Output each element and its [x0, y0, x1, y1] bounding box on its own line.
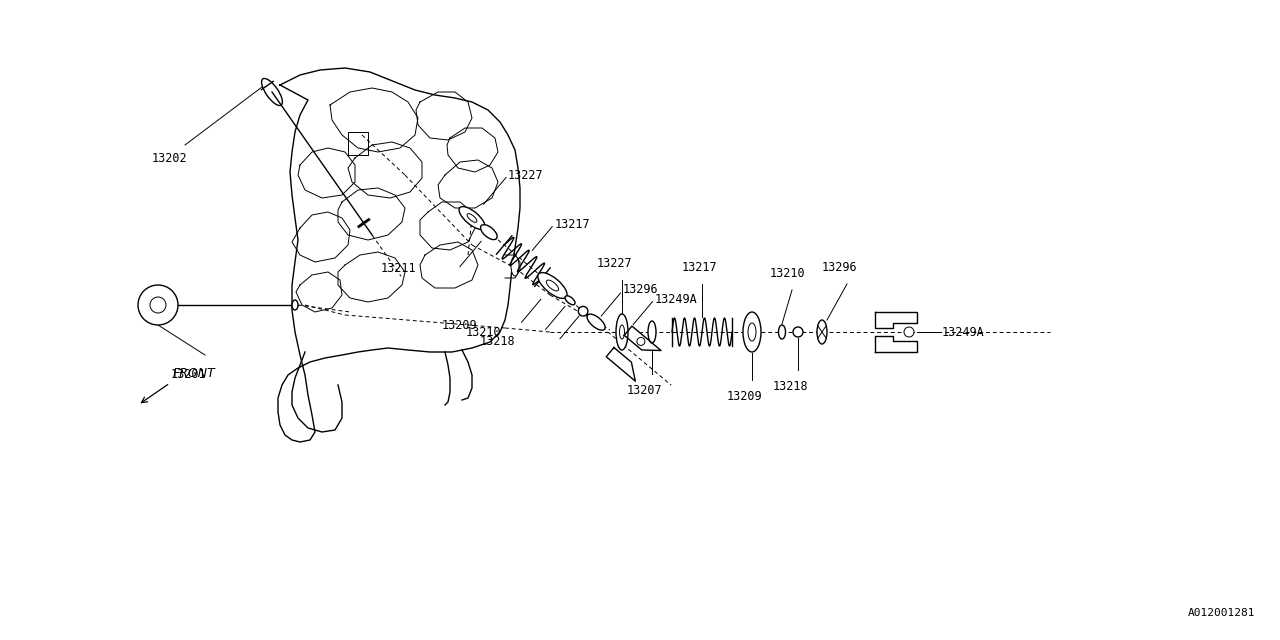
Circle shape — [794, 327, 803, 337]
Polygon shape — [420, 202, 475, 250]
Text: FRONT: FRONT — [173, 367, 216, 380]
Polygon shape — [338, 252, 404, 302]
Polygon shape — [330, 88, 419, 152]
Text: 13218: 13218 — [480, 335, 516, 348]
Polygon shape — [607, 348, 635, 381]
Ellipse shape — [480, 225, 497, 239]
Text: 13210: 13210 — [466, 326, 500, 339]
Text: 13227: 13227 — [508, 168, 544, 182]
Ellipse shape — [538, 273, 567, 298]
Ellipse shape — [620, 325, 625, 339]
Ellipse shape — [547, 280, 558, 291]
Polygon shape — [338, 188, 404, 240]
Text: 13249A: 13249A — [942, 326, 984, 339]
Polygon shape — [447, 128, 498, 172]
Text: 13296: 13296 — [822, 261, 858, 274]
Circle shape — [138, 285, 178, 325]
Ellipse shape — [261, 79, 283, 106]
Polygon shape — [296, 272, 342, 312]
Text: 13211: 13211 — [380, 262, 416, 275]
Circle shape — [904, 327, 914, 337]
Text: 13202: 13202 — [152, 152, 188, 164]
Ellipse shape — [742, 312, 762, 352]
Polygon shape — [876, 336, 916, 352]
Polygon shape — [420, 242, 477, 288]
Ellipse shape — [748, 323, 756, 341]
Ellipse shape — [511, 256, 518, 276]
Text: 13227: 13227 — [596, 257, 632, 270]
Ellipse shape — [588, 314, 605, 330]
Text: 13207: 13207 — [627, 384, 663, 397]
Polygon shape — [348, 142, 422, 198]
Text: 13217: 13217 — [682, 261, 718, 274]
Ellipse shape — [292, 300, 298, 310]
Text: 13296: 13296 — [623, 284, 659, 296]
Ellipse shape — [460, 207, 485, 229]
Polygon shape — [876, 312, 916, 328]
Text: 13218: 13218 — [773, 380, 809, 393]
Circle shape — [637, 337, 645, 346]
Ellipse shape — [817, 320, 827, 344]
Circle shape — [579, 307, 588, 316]
Ellipse shape — [778, 325, 786, 339]
Text: A012001281: A012001281 — [1188, 608, 1254, 618]
Text: 13217: 13217 — [554, 218, 590, 231]
Ellipse shape — [564, 296, 575, 305]
Ellipse shape — [467, 214, 477, 222]
Polygon shape — [416, 92, 472, 140]
Polygon shape — [292, 212, 349, 262]
Polygon shape — [298, 148, 355, 198]
Text: 13249A: 13249A — [654, 292, 698, 306]
Circle shape — [150, 297, 166, 313]
Text: 13209: 13209 — [727, 390, 763, 403]
Text: 13209: 13209 — [442, 319, 477, 332]
Polygon shape — [625, 326, 660, 351]
Ellipse shape — [616, 314, 628, 350]
Text: 13210: 13210 — [771, 267, 805, 280]
Polygon shape — [438, 160, 498, 208]
Polygon shape — [278, 68, 520, 442]
Text: 13201: 13201 — [170, 368, 206, 381]
Ellipse shape — [648, 321, 657, 343]
